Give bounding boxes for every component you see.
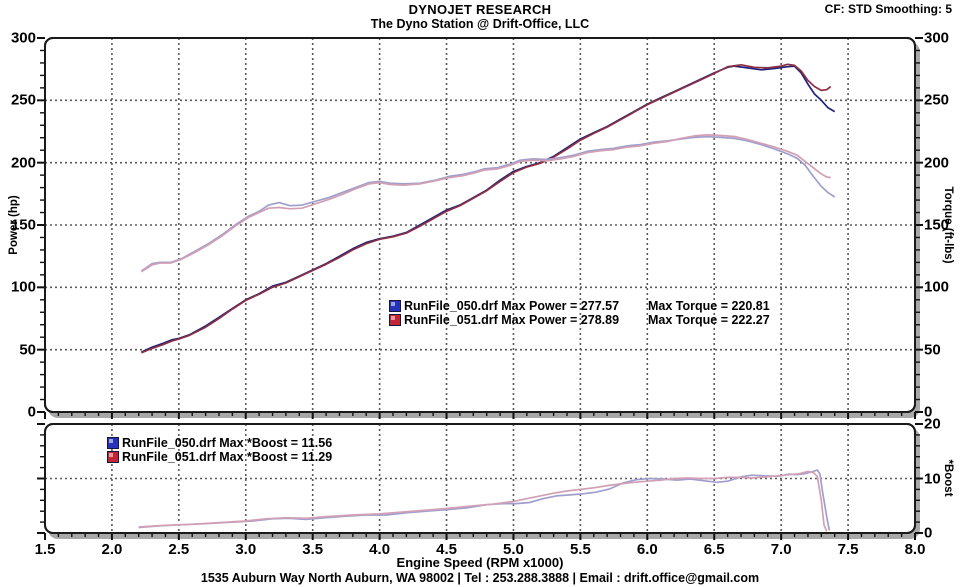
torque-tick-label: 150 [924,216,950,234]
curve-runfile-051-drf-torque [140,134,831,273]
main-chart-legend: RunFile_050.drf Max Power = 277.57 Max T… [389,299,770,327]
power-tick-label: 0 [27,403,36,421]
rpm-tick-label: 2.5 [168,541,190,558]
rpm-tick-label: 5.5 [569,541,591,558]
torque-tick-label: 100 [924,278,950,296]
rpm-tick-label: 6.0 [636,541,658,558]
rpm-tick-label: 7.5 [837,541,859,558]
rpm-tick-label: 1.5 [34,541,56,558]
curve-runfile-051-drf-power [141,63,832,354]
torque-tick-label: 250 [924,91,950,109]
rpm-tick-label: 2.0 [101,541,123,558]
rpm-tick-label: 8.0 [904,541,926,558]
power-tick-label: 200 [10,154,36,172]
torque-tick-label: 200 [924,154,950,172]
report-title: DYNOJET RESEARCH [408,2,552,17]
power-tick-label: 300 [10,29,36,47]
report-subtitle: The Dyno Station @ Drift-Office, LLC [370,17,590,31]
runfile-050-power-text: RunFile_050.drf Max Power = 277.57 [404,299,620,313]
boost-tick-label: 20 [924,415,941,433]
runfile-050-boost-marker-icon [107,437,119,449]
chart-frame-outline [44,423,916,534]
torque-tick-label: 0 [924,403,933,421]
legend-row-boost-051: RunFile_051.drf Max *Boost = 11.29 [107,450,332,464]
shop-contact-footer: 1535 Auburn Way North Auburn, WA 98002 |… [200,571,760,585]
rpm-tick-label: 3.5 [302,541,324,558]
rpm-tick-label: 4.0 [369,541,391,558]
rpm-tick-label: 7.0 [770,541,792,558]
legend-row-runfile-051: RunFile_051.drf Max Power = 278.89 Max T… [389,313,770,327]
power-tick-label: 100 [10,278,36,296]
rpm-tick-label: 6.5 [703,541,725,558]
boost-tick-label: 0 [924,524,933,542]
runfile-050-boost-text: RunFile_050.drf Max *Boost = 11.56 [122,436,333,450]
boost-chart-legend: RunFile_050.drf Max *Boost = 11.56 RunFi… [107,436,332,464]
power-tick-label: 150 [10,216,36,234]
runfile-050-marker-icon [389,300,401,312]
chart-plot-area [46,425,914,532]
rpm-tick-label: 4.5 [436,541,457,558]
runfile-051-boost-text: RunFile_051.drf Max *Boost = 11.29 [122,450,333,464]
chart-frame-outline [44,37,916,413]
boost-tick-label: 10 [924,470,941,487]
torque-tick-label: 300 [924,29,950,47]
legend-row-runfile-050: RunFile_050.drf Max Power = 277.57 Max T… [389,299,770,313]
rpm-axis-title: Engine Speed (RPM x1000) [396,555,564,570]
boost-axis-label: *Boost [942,459,954,497]
runfile-051-marker-icon [389,314,401,326]
runfile-050-torque-text: Max Torque = 220.81 [648,299,770,313]
rpm-tick-label: 3.0 [235,541,257,558]
power-tick-label: 50 [19,341,36,359]
runfile-051-torque-text: Max Torque = 222.27 [648,313,770,327]
curve-runfile-050-drf-torque [140,135,836,272]
chart-plot-area [46,39,914,411]
runfile-051-boost-marker-icon [107,451,119,463]
rpm-tick-label: 5.0 [503,541,524,558]
curve-runfile-051-drf-boost [138,470,828,532]
power-tick-label: 250 [10,91,36,109]
legend-row-boost-050: RunFile_050.drf Max *Boost = 11.56 [107,436,332,450]
torque-tick-label: 50 [924,341,941,359]
correction-smoothing-info: CF: STD Smoothing: 5 [824,2,952,16]
runfile-051-power-text: RunFile_051.drf Max Power = 278.89 [404,313,620,327]
